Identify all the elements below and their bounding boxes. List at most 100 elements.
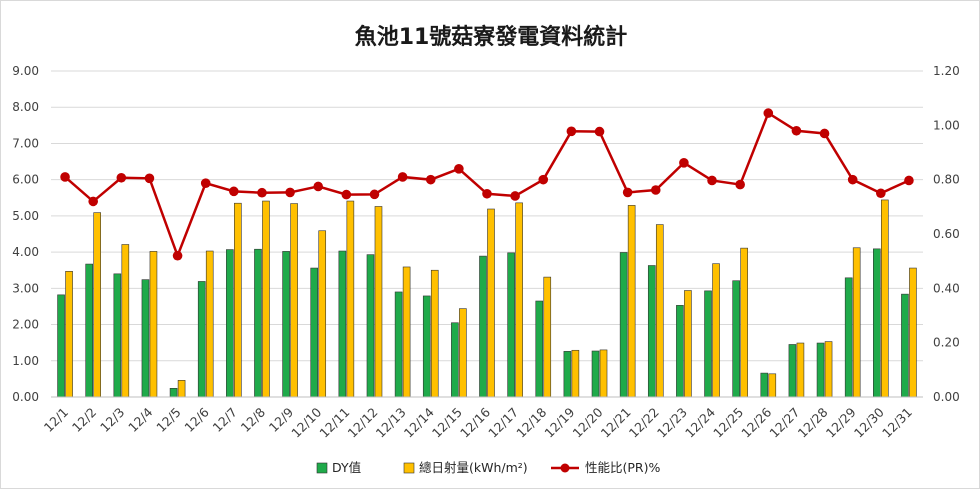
pr-point (425, 174, 436, 185)
pr-point (735, 179, 745, 190)
y-left-tick-label: 4.00 (12, 245, 39, 259)
x-tick-label: 12/8 (238, 404, 268, 434)
bar-irradiance (402, 266, 411, 398)
y-left-tick-label: 2.00 (12, 318, 39, 332)
bar-irradiance (93, 212, 101, 398)
pr-point (566, 126, 577, 137)
x-tick-label: 12/2 (69, 405, 99, 435)
bar-dy (901, 293, 909, 398)
pr-point (679, 158, 689, 168)
bar-dy (788, 344, 797, 398)
bar-dy (844, 277, 853, 398)
bar-irradiance (515, 202, 523, 398)
bar-irradiance (824, 341, 833, 398)
pr-point (538, 174, 549, 185)
x-tick-label: 12/16 (457, 404, 493, 440)
x-tick-label: 12/13 (373, 405, 409, 441)
x-tick-label: 12/22 (626, 405, 662, 441)
legend-label: 總日射量(kWh/m²) (419, 460, 528, 475)
bar-dy (282, 251, 290, 398)
legend-label: 性能比(PR)% (585, 460, 660, 475)
bar-dy (169, 388, 178, 398)
x-tick-label: 12/15 (429, 405, 465, 441)
bar-dy (141, 279, 150, 398)
x-tick-label: 12/26 (738, 404, 774, 440)
y-left-tick-label: 8.00 (12, 100, 39, 114)
x-tick-label: 12/12 (345, 405, 381, 441)
bar-dy (873, 248, 881, 398)
pr-point (229, 186, 239, 197)
y-left-tick-label: 0.00 (12, 390, 39, 404)
bar-irradiance (487, 208, 495, 398)
bar-irradiance (599, 349, 608, 398)
x-tick-label: 12/6 (181, 404, 211, 434)
pr-point (622, 187, 633, 198)
y-left-tick-label: 9.00 (12, 64, 39, 78)
bar-dy (619, 252, 628, 398)
x-tick-label: 12/31 (879, 405, 915, 441)
pr-line (64, 111, 910, 260)
bar-dy (704, 290, 712, 398)
y-right-tick-label: 0.00 (933, 390, 960, 404)
x-tick-label: 12/10 (288, 404, 324, 440)
legend-swatch (403, 462, 415, 474)
bar-dy (479, 255, 487, 398)
y-left-tick-label: 5.00 (12, 209, 39, 223)
bar-irradiance (149, 251, 158, 398)
bar-irradiance (374, 206, 383, 398)
pr-point (594, 126, 605, 137)
x-tick-label: 12/19 (541, 404, 577, 440)
x-tick-label: 12/11 (316, 405, 352, 441)
bar-irradiance (177, 380, 186, 398)
pr-point (172, 250, 183, 261)
bar-dy (366, 254, 375, 398)
pr-point (819, 128, 830, 139)
x-tick-label: 12/28 (795, 404, 831, 440)
bar-irradiance (318, 230, 327, 398)
y-right-tick-label: 0.20 (933, 336, 960, 350)
pr-point (341, 189, 352, 200)
bar-irradiance (234, 202, 242, 398)
bar-irradiance (205, 250, 214, 398)
bar-dy (816, 342, 825, 398)
pr-point (763, 108, 774, 118)
bar-dy (563, 351, 572, 398)
bar-irradiance (712, 263, 720, 398)
pr-point (257, 187, 267, 198)
bar-irradiance (459, 308, 467, 398)
pr-point (847, 174, 858, 185)
x-tick-label: 12/21 (598, 405, 634, 441)
bar-dy (254, 248, 262, 398)
pr-point (791, 125, 802, 136)
pr-point (904, 175, 914, 186)
bar-irradiance (571, 349, 580, 398)
x-tick-label: 12/5 (153, 405, 183, 435)
pr-point (369, 189, 380, 200)
x-tick-label: 12/29 (823, 404, 859, 440)
bar-dy (85, 263, 93, 398)
pr-point (707, 175, 717, 186)
pr-point (454, 164, 464, 174)
bar-dy (197, 281, 206, 398)
x-tick-label: 12/3 (97, 405, 127, 435)
legend-label: DY值 (332, 460, 361, 475)
x-tick-label: 12/4 (125, 404, 155, 434)
bar-dy (507, 252, 515, 398)
x-tick-label: 12/23 (654, 405, 690, 441)
x-tick-label: 12/20 (570, 404, 606, 440)
bar-irradiance (543, 276, 552, 398)
bar-dy (535, 300, 544, 398)
bar-irradiance (881, 199, 889, 398)
bar-irradiance (627, 205, 636, 398)
pr-point (285, 187, 295, 198)
pr-point (397, 172, 408, 182)
y-right-tick-label: 0.40 (933, 281, 960, 295)
bar-dy (451, 322, 459, 398)
bar-dy (394, 291, 403, 398)
bar-irradiance (430, 269, 439, 398)
bar-irradiance (796, 342, 805, 398)
x-tick-label: 12/30 (851, 404, 887, 440)
pr-point (60, 172, 70, 182)
pr-point (876, 188, 886, 199)
